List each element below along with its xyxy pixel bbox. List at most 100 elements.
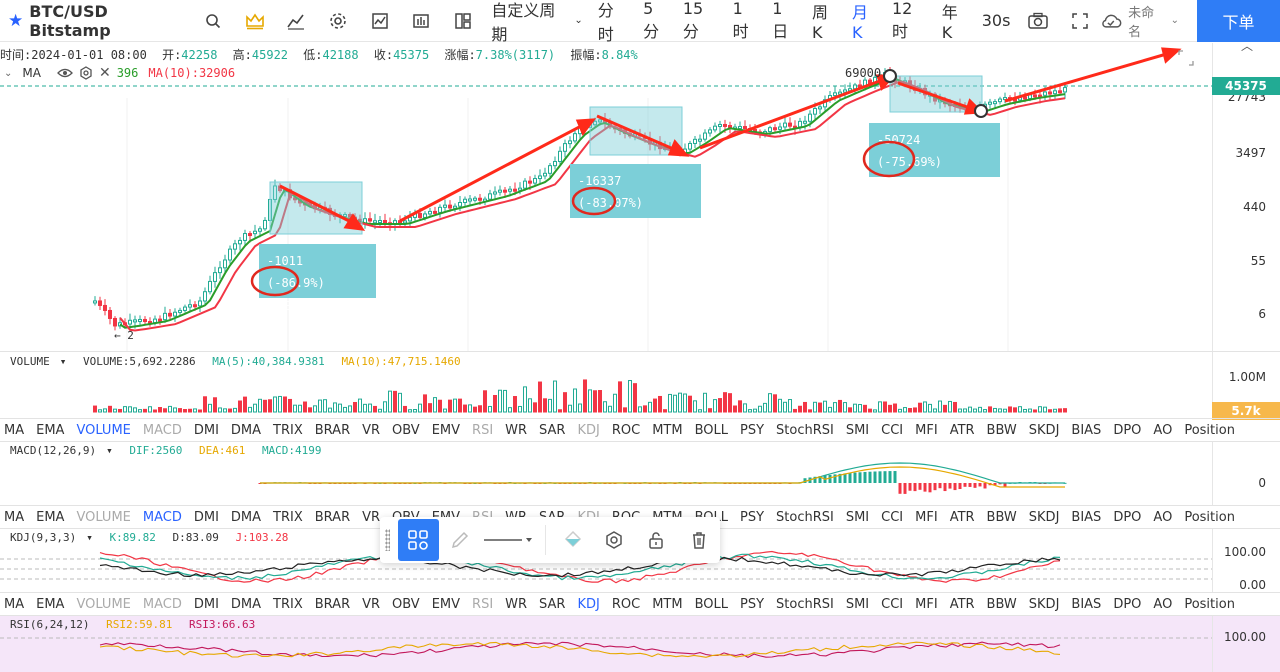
tab-macd[interactable]: MACD <box>142 596 182 612</box>
tab-trix[interactable]: TRIX <box>273 596 303 612</box>
tab-vr[interactable]: VR <box>362 422 381 438</box>
tab-ao[interactable]: AO <box>1153 596 1173 612</box>
tab-bbw[interactable]: BBW <box>986 509 1017 525</box>
tab-smi[interactable]: SMI <box>845 596 870 612</box>
tab-atr[interactable]: ATR <box>949 422 975 438</box>
tab-ema[interactable]: EMA <box>36 509 65 525</box>
tab-trix[interactable]: TRIX <box>273 422 303 438</box>
measure-box-1[interactable]: -1011 (-86.9%) 14柱 426天 <box>259 244 376 312</box>
caret-down-icon[interactable]: ▾ <box>86 531 93 544</box>
tab-ao[interactable]: AO <box>1153 509 1173 525</box>
tab-brar[interactable]: BRAR <box>314 596 351 612</box>
tab-kdj[interactable]: KDJ <box>577 422 600 438</box>
main-chart-pane[interactable]: 时间:2024-01-01 08:00 开:42258 高:45922 低:42… <box>0 43 1212 351</box>
tab-dpo[interactable]: DPO <box>1113 422 1142 438</box>
price-axis[interactable]: ︿ 27743 3497 440 55 6 45375 <box>1212 39 1280 351</box>
user-menu[interactable]: 未命名 ⌄ <box>1100 2 1197 40</box>
tab-macd[interactable]: MACD <box>142 509 182 525</box>
tab-roc[interactable]: ROC <box>611 596 641 612</box>
camera-icon[interactable] <box>1017 0 1059 42</box>
tab-dmi[interactable]: DMI <box>193 509 219 525</box>
tab-dpo[interactable]: DPO <box>1113 596 1142 612</box>
tab-wr[interactable]: WR <box>505 422 528 438</box>
tab-rsi[interactable]: RSI <box>472 422 494 438</box>
tab-bias[interactable]: BIAS <box>1071 596 1102 612</box>
custom-period-dropdown[interactable]: 自定义周期 ⌄ <box>483 0 590 44</box>
period-7[interactable]: 月K <box>851 3 868 42</box>
period-9[interactable]: 年K <box>941 3 958 42</box>
tab-skdj[interactable]: SKDJ <box>1028 509 1060 525</box>
tab-brar[interactable]: BRAR <box>314 509 351 525</box>
close-icon[interactable]: ✕ <box>98 65 111 81</box>
tab-bbw[interactable]: BBW <box>986 596 1017 612</box>
gear-icon[interactable] <box>317 0 359 42</box>
tab-ao[interactable]: AO <box>1153 422 1173 438</box>
tab-obv[interactable]: OBV <box>392 422 420 438</box>
tab-sar[interactable]: SAR <box>539 596 566 612</box>
tab-dmi[interactable]: DMI <box>193 422 219 438</box>
chart-style-icon[interactable] <box>359 0 401 42</box>
compare-icon[interactable] <box>400 0 442 42</box>
tab-dma[interactable]: DMA <box>230 596 262 612</box>
tab-obv[interactable]: OBV <box>392 596 420 612</box>
period-5[interactable]: 1日 <box>772 0 789 41</box>
tab-emv[interactable]: EMV <box>431 422 461 438</box>
drawing-mode-button[interactable] <box>398 519 439 561</box>
tab-ma[interactable]: MA <box>4 596 25 612</box>
tab-kdj[interactable]: KDJ <box>577 596 600 612</box>
collapse-icon[interactable]: ︿ <box>1241 39 1254 53</box>
period-3[interactable]: 15分 <box>682 0 704 41</box>
indicators-icon[interactable] <box>276 0 318 42</box>
tab-position[interactable]: Position <box>1184 509 1235 525</box>
fullscreen-icon[interactable] <box>1059 0 1101 42</box>
tab-ma[interactable]: MA <box>4 422 25 438</box>
tab-mfi[interactable]: MFI <box>915 596 938 612</box>
tab-mfi[interactable]: MFI <box>915 422 938 438</box>
tab-skdj[interactable]: SKDJ <box>1028 422 1060 438</box>
period-10[interactable]: 30s <box>981 11 1011 30</box>
tab-ema[interactable]: EMA <box>36 596 65 612</box>
tab-emv[interactable]: EMV <box>431 596 461 612</box>
measure-box-2[interactable]: -16337 (-83.07%) 14柱 427天 <box>570 164 701 232</box>
star-icon[interactable]: ★ <box>8 10 24 31</box>
tab-psy[interactable]: PSY <box>739 422 765 438</box>
tab-atr[interactable]: ATR <box>949 596 975 612</box>
tab-bias[interactable]: BIAS <box>1071 509 1102 525</box>
tab-vr[interactable]: VR <box>362 596 381 612</box>
rsi-pane[interactable]: RSI(6,24,12) RSI2:59.81 RSI3:66.63 <box>0 616 1212 672</box>
lock-button[interactable] <box>635 517 677 563</box>
tab-volume[interactable]: VOLUME <box>76 596 131 612</box>
settings-icon[interactable] <box>79 66 93 80</box>
tab-boll[interactable]: BOLL <box>694 422 728 438</box>
tab-cci[interactable]: CCI <box>881 596 904 612</box>
tab-stochrsi[interactable]: StochRSI <box>776 596 834 612</box>
place-order-button[interactable]: 下单 <box>1196 0 1280 42</box>
tab-dma[interactable]: DMA <box>230 422 262 438</box>
candlestick-chart[interactable]: 69000 ← 2 <box>0 43 1212 351</box>
tab-mtm[interactable]: MTM <box>652 422 683 438</box>
measure-box-3[interactable]: -50724 (-75.69%) 14柱 426天 <box>869 123 1000 191</box>
tab-ma[interactable]: MA <box>4 509 25 525</box>
tab-position[interactable]: Position <box>1184 422 1235 438</box>
search-icon[interactable] <box>193 0 235 42</box>
crown-icon[interactable] <box>234 0 276 42</box>
tab-psy[interactable]: PSY <box>739 596 765 612</box>
tab-vr[interactable]: VR <box>362 509 381 525</box>
tab-dma[interactable]: DMA <box>230 509 262 525</box>
tab-roc[interactable]: ROC <box>611 422 641 438</box>
tab-bbw[interactable]: BBW <box>986 422 1017 438</box>
volume-pane[interactable]: VOLUME ▾ VOLUME:5,692.2286 MA(5):40,384.9… <box>0 352 1212 418</box>
tab-trix[interactable]: TRIX <box>273 509 303 525</box>
kdj-pane[interactable]: KDJ(9,3,3) ▾ K:89.82 D:83.09 J:103.28 <box>0 529 1212 592</box>
caret-down-icon[interactable]: ▾ <box>106 444 113 457</box>
delete-drawing-button[interactable] <box>678 517 720 563</box>
tab-volume[interactable]: VOLUME <box>76 422 131 438</box>
period-4[interactable]: 1时 <box>732 0 749 41</box>
chevron-down-icon[interactable]: ⌄ <box>4 67 13 79</box>
tab-smi[interactable]: SMI <box>845 509 870 525</box>
tab-ema[interactable]: EMA <box>36 422 65 438</box>
expand-icon[interactable] <box>1177 49 1195 67</box>
line-style-dropdown[interactable] <box>481 517 537 563</box>
tab-cci[interactable]: CCI <box>881 422 904 438</box>
anchor-point[interactable] <box>974 104 988 118</box>
